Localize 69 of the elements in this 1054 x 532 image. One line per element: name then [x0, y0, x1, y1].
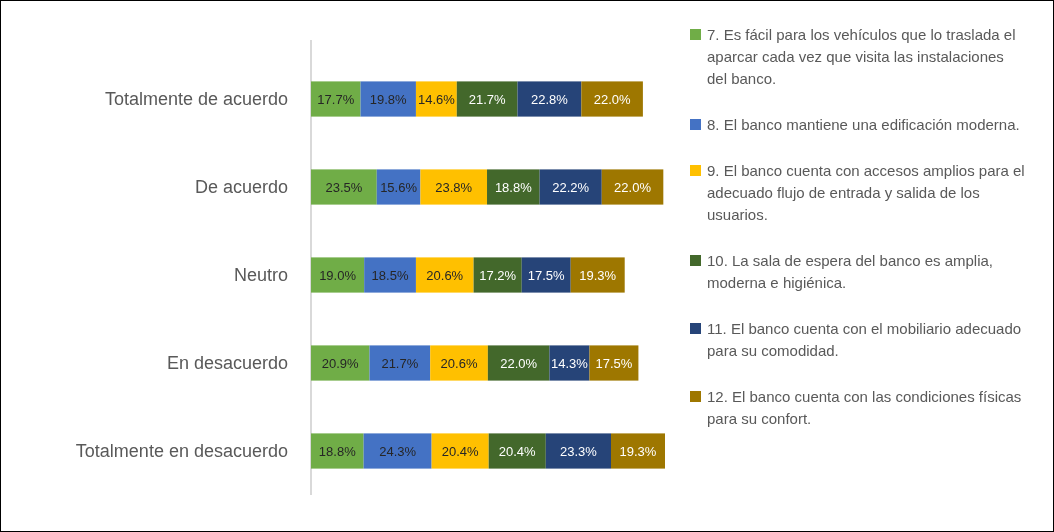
data-label: 15.6% [380, 180, 418, 195]
bar [610, 433, 665, 469]
data-label: 22.0% [614, 180, 652, 195]
data-label: 19.3% [619, 444, 657, 459]
bar [539, 169, 602, 205]
bar [420, 169, 488, 205]
bar [517, 81, 582, 117]
data-label: 17.5% [595, 356, 633, 371]
data-label: 22.8% [530, 92, 569, 107]
data-label: 22.2% [552, 180, 590, 195]
data-label: 18.8% [318, 444, 357, 459]
data-label: 22.0% [593, 92, 631, 107]
data-label: 21.7% [381, 356, 419, 371]
y-tick-label: Neutro [233, 265, 288, 285]
bar [488, 433, 546, 469]
bar [601, 169, 664, 205]
bar [589, 345, 639, 381]
data-label: 19.3% [579, 268, 617, 283]
legend-label: 11. El banco cuenta con el mobiliario adecuado para su comodidad. [707, 320, 1022, 359]
bar [570, 257, 625, 293]
legend-label: 12. El banco cuenta con las condiciones físicas para su confort. [707, 388, 1022, 427]
data-label: 20.6% [426, 268, 464, 283]
data-label: 23.5% [325, 180, 363, 195]
data-label: 14.6% [417, 92, 456, 107]
bar [545, 433, 611, 469]
bar [311, 169, 377, 205]
data-label: 20.4% [441, 444, 480, 459]
y-tick-label: Totalmente en desacuerdo [75, 441, 288, 461]
bar [415, 81, 457, 117]
bar [364, 257, 416, 293]
legend-label: 10. La sala de espera del banco es amplia, moderna e higiénica. [707, 252, 994, 291]
data-label: 19.8% [369, 92, 408, 107]
data-label: 19.0% [319, 268, 357, 283]
y-tick-label: De acuerdo [194, 177, 288, 197]
data-label: 17.5% [527, 268, 566, 283]
data-label: 17.7% [317, 92, 355, 107]
bar [311, 81, 361, 117]
legend-label: 9. El banco cuenta con accesos amplios para el adecuado flujo de entrada y salida de los usuarios. [707, 162, 1025, 223]
bar [311, 345, 370, 381]
bar [487, 345, 550, 381]
bar [369, 345, 431, 381]
bar [363, 433, 432, 469]
bar [487, 169, 540, 205]
y-tick-label: Totalmente de acuerdo [104, 89, 288, 109]
data-label: 23.8% [435, 180, 473, 195]
bar [473, 257, 522, 293]
bar [311, 433, 364, 469]
data-label: 20.9% [321, 356, 360, 371]
bar [456, 81, 518, 117]
data-label: 23.3% [559, 444, 598, 459]
bar [311, 257, 365, 293]
legend-label: 7. Es fácil para los vehículos que lo traslada el aparcar cada vez que visita las instalaciones del banco. [707, 26, 1016, 87]
bar [431, 433, 489, 469]
bar [581, 81, 643, 117]
bar [360, 81, 416, 117]
bar [415, 257, 474, 293]
data-label: 22.0% [500, 356, 538, 371]
data-label: 24.3% [379, 444, 417, 459]
data-label: 20.6% [440, 356, 478, 371]
y-tick-label: En desacuerdo [166, 353, 288, 373]
data-label: 20.4% [498, 444, 537, 459]
data-label: 14.3% [551, 356, 589, 371]
data-label: 18.5% [371, 268, 409, 283]
bar [430, 345, 488, 381]
data-label: 17.2% [479, 268, 517, 283]
legend-label: 8. El banco mantiene una edificación moderna. [707, 116, 1020, 133]
bar [521, 257, 571, 293]
data-label: 18.8% [494, 180, 533, 195]
data-label: 21.7% [468, 92, 507, 107]
